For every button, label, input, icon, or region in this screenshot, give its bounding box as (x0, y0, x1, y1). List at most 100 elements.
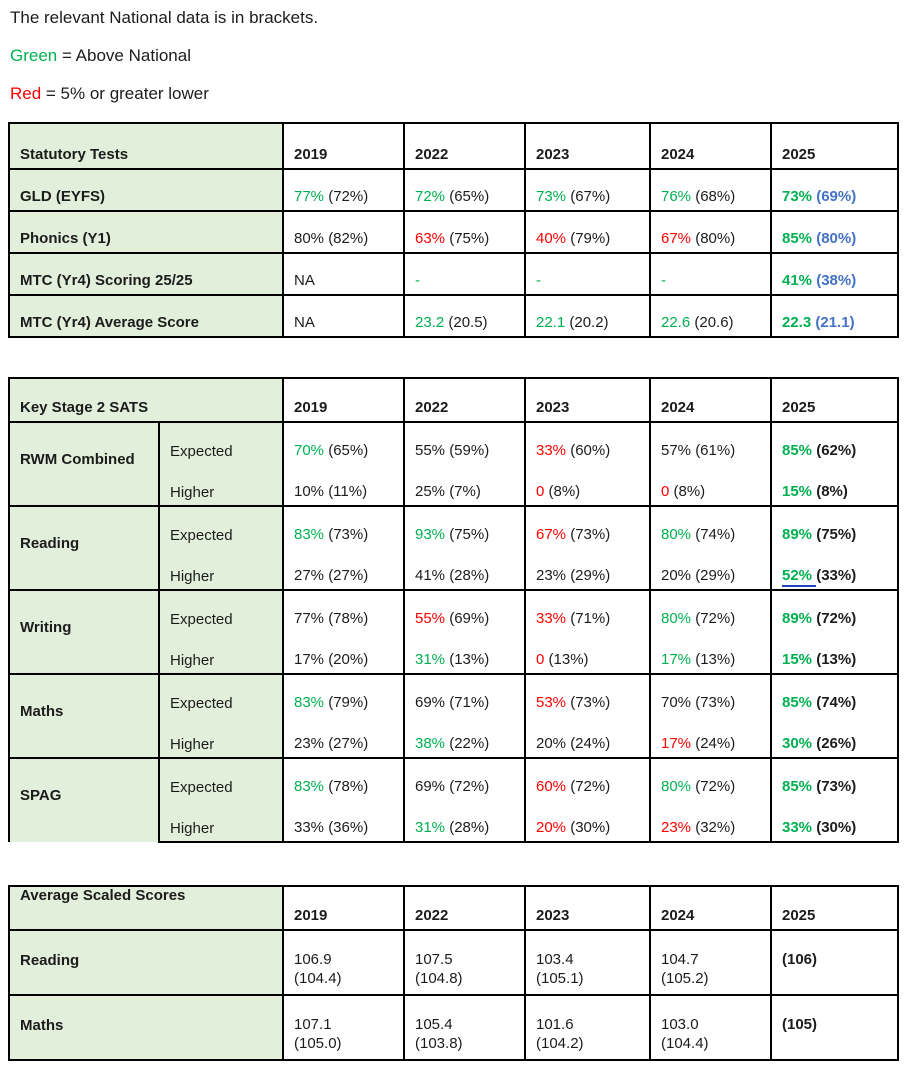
table-row: Higher 17% (20%) 31% (13%) 0 (13%) 17% (13%)… (9, 632, 899, 675)
value-segment: 72% (415, 188, 446, 205)
table-title: Statutory Tests (8, 122, 284, 170)
value-segment: 69% (71%) (415, 694, 490, 711)
key-stage-2-sats-table: Key Stage 2 SATS 2019 2022 2023 2024 2025 RWM … (8, 377, 899, 843)
value-cell: 23.2 (20.5) (403, 294, 526, 338)
row-label: MTC (Yr4) Scoring 25/25 (8, 252, 284, 296)
header-row: Statutory Tests 2019 2022 2023 2024 2025 (8, 122, 899, 170)
value-cell: 80% (72%) (649, 589, 772, 632)
sub-row-label: Higher (158, 632, 284, 675)
value-segment: 0 (536, 483, 545, 500)
value-segment: 22.3 (782, 314, 816, 331)
subject-label: Writing (8, 589, 160, 674)
sub-row-label: Expected (158, 589, 284, 632)
value-cell: 33% (60%) (524, 421, 651, 464)
value-cell: 55% (59%) (403, 421, 526, 464)
year-header: 2025 (770, 885, 899, 931)
value-cell: 22.1 (20.2) (524, 294, 651, 338)
value-segment: 67% (661, 230, 692, 247)
subject-label: RWM Combined (8, 421, 160, 506)
value-segment: 80% (661, 610, 692, 627)
year-header: 2023 (524, 885, 651, 931)
value-segment: 22.1 (536, 314, 566, 331)
value-segment: (73%) (566, 526, 611, 543)
value-segment: 25% (7%) (415, 483, 481, 500)
value-segment: 15% (782, 651, 817, 668)
value-cell: 22.3 (21.1) (770, 294, 899, 338)
header-row: Key Stage 2 SATS 2019 2022 2023 2024 2025 (8, 377, 899, 423)
value-cell: 89% (75%) (770, 505, 899, 548)
value-line: 103.4 (536, 951, 574, 968)
value-segment: (73%) (566, 694, 611, 711)
value-cell: 10% (11%) (282, 464, 405, 507)
value-segment: 23% (29%) (536, 567, 611, 584)
value-segment: 83% (294, 778, 325, 795)
value-segment: 20% (29%) (661, 567, 736, 584)
value-segment: (72%) (691, 610, 736, 627)
value-cell: 17% (24%) (649, 716, 772, 759)
table-row: Higher 10% (11%) 25% (7%) 0 (8%) 0 (8%) 15% (… (9, 464, 899, 507)
value-cell: - (403, 252, 526, 296)
value-segment: (33%) (816, 567, 857, 584)
value-cell: 72% (65%) (403, 168, 526, 212)
value-segment: (21.1) (815, 314, 855, 331)
legend-green-text: = Above National (57, 46, 191, 65)
value-cell: 83% (73%) (282, 505, 405, 548)
value-cell: - (524, 252, 651, 296)
value-cell: 80% (74%) (649, 505, 772, 548)
value-cell: 85% (73%) (770, 757, 899, 800)
value-line: (104.8) (415, 970, 463, 987)
value-segment: 15% (782, 483, 817, 500)
subject-label: Reading (8, 505, 160, 590)
value-segment: 70% (294, 442, 325, 459)
value-line: (104.4) (661, 1035, 709, 1052)
legend-line-green: Green = Above National (10, 46, 904, 66)
table-title: Average Scaled Scores (8, 885, 284, 931)
value-segment: 67% (536, 526, 567, 543)
value-cell: 33% (36%) (282, 800, 405, 843)
value-segment: 85% (782, 230, 817, 247)
value-cell: 31% (28%) (403, 800, 526, 843)
value-segment: 23.2 (415, 314, 445, 331)
value-line: (106) (782, 951, 818, 968)
value-segment: (13%) (816, 651, 857, 668)
year-header: 2025 (770, 122, 899, 170)
value-segment: 80% (661, 526, 692, 543)
value-cell: 41% (38%) (770, 252, 899, 296)
value-segment: 23% (661, 819, 692, 836)
value-cell: 0 (13%) (524, 632, 651, 675)
table-row: Higher 33% (36%) 31% (28%) 20% (30%) 23% (32… (9, 800, 899, 843)
value-segment: 73% (536, 188, 567, 205)
value-line: (104.4) (294, 970, 342, 987)
value-cell: 31% (13%) (403, 632, 526, 675)
value-segment: 31% (415, 819, 446, 836)
value-segment: (28%) (445, 819, 490, 836)
value-cell: 30% (26%) (770, 716, 899, 759)
legend-green-term: Green (10, 46, 58, 65)
value-segment: (20.5) (444, 314, 488, 331)
value-cell: 0 (8%) (524, 464, 651, 507)
value-segment: (79%) (324, 694, 369, 711)
table-row: MTC (Yr4) Scoring 25/25 NA - - - 41% (38%) (8, 252, 899, 296)
table-row: Reading Expected 83% (73%) 93% (75%) 67% (73… (8, 505, 899, 590)
value-cell: 80% (72%) (649, 757, 772, 800)
table-row: Higher 23% (27%) 38% (22%) 20% (24%) 17% (24… (9, 716, 899, 759)
value-segment: 77% (294, 188, 325, 205)
value-segment: 33% (36%) (294, 819, 369, 836)
value-segment: NA (294, 314, 315, 331)
value-cell: 15% (8%) (770, 464, 899, 507)
row-label: Reading (8, 929, 284, 996)
sub-row-label: Higher (158, 548, 284, 591)
value-segment: (20.2) (565, 314, 609, 331)
value-segment: (73%) (816, 778, 857, 795)
value-cell: 60% (72%) (524, 757, 651, 800)
value-cell: 93% (75%) (403, 505, 526, 548)
value-segment: (75%) (816, 526, 857, 543)
value-cell: 83% (78%) (282, 757, 405, 800)
year-header: 2023 (524, 377, 651, 423)
value-segment: 93% (415, 526, 446, 543)
value-segment: 17% (20%) (294, 651, 369, 668)
value-segment: (8%) (669, 483, 706, 500)
value-segment: 41% (28%) (415, 567, 490, 584)
year-header: 2019 (282, 122, 405, 170)
